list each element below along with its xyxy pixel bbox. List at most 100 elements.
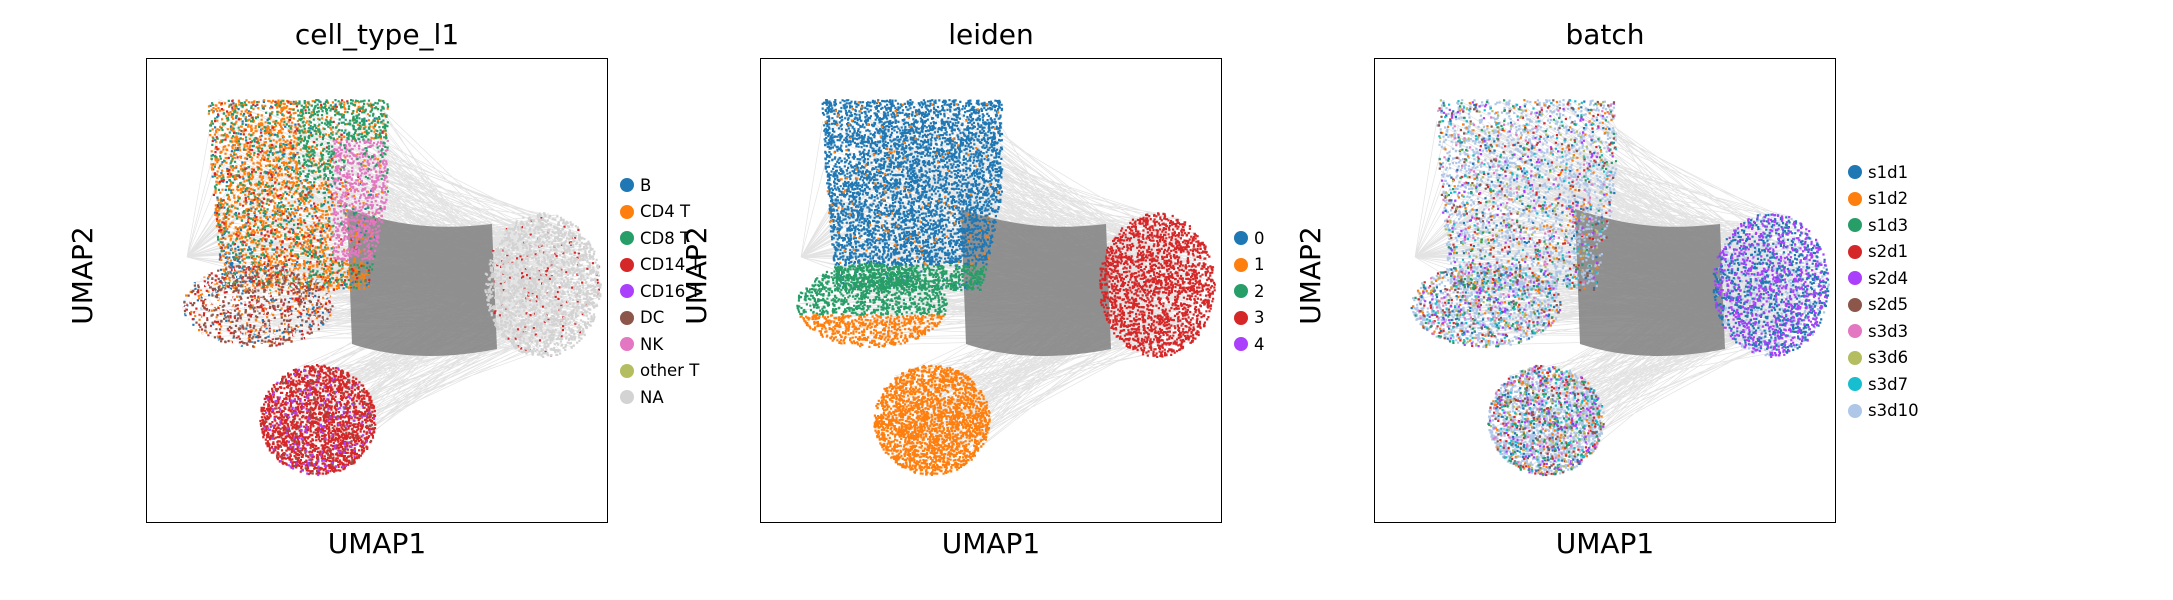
cell-points	[484, 212, 602, 358]
cell-points	[1411, 99, 1830, 476]
legend-label: s1d3	[1868, 215, 1909, 235]
plot-area	[760, 58, 1222, 523]
legend-swatch	[1848, 165, 1862, 180]
legend-item: NA	[620, 384, 701, 411]
legend-swatch	[1234, 337, 1248, 352]
legend-label: NK	[640, 334, 664, 354]
legend-label: s1d2	[1868, 189, 1909, 209]
legend-label: s1d1	[1868, 162, 1909, 182]
graph-edges	[186, 99, 598, 469]
legend-item: s1d1	[1848, 159, 1919, 186]
legend-item: s1d3	[1848, 212, 1919, 239]
legend-label: s3d7	[1868, 374, 1909, 394]
legend-swatch	[1848, 324, 1862, 339]
legend-item: 3	[1234, 305, 1265, 332]
cell-points	[821, 99, 1004, 291]
legend-item: B	[620, 172, 701, 199]
legend-item: CD8 T	[620, 225, 701, 252]
legend-swatch	[620, 363, 634, 378]
legend-swatch	[620, 231, 634, 246]
legend-label: s2d4	[1868, 268, 1909, 288]
x-axis-label: UMAP1	[941, 527, 1041, 560]
cell-points	[1419, 99, 1617, 477]
legend-item: CD14 T	[620, 252, 701, 279]
legend-swatch	[1848, 271, 1862, 286]
legend-item: 0	[1234, 225, 1265, 252]
legend-label: CD8 T	[640, 228, 691, 248]
cell-points	[183, 99, 389, 349]
legend-swatch	[1234, 257, 1248, 272]
legend-swatch	[620, 257, 634, 272]
legend-label: 3	[1254, 308, 1265, 328]
panel-title: cell_type_l1	[294, 18, 460, 51]
legend-label: 0	[1254, 228, 1265, 248]
legend-label: 4	[1254, 334, 1265, 354]
legend-swatch	[1234, 231, 1248, 246]
legend-swatch	[1848, 297, 1862, 312]
cell-points	[332, 139, 389, 261]
legend: B CD4 T CD8 T CD14 T CD16 T DC NK other T NA	[620, 172, 701, 411]
legend-item: s1d2	[1848, 186, 1919, 213]
legend-swatch	[620, 178, 634, 193]
legend-item: 2	[1234, 278, 1265, 305]
legend-label: CD4 T	[640, 202, 691, 222]
legend-item: CD16 T	[620, 278, 701, 305]
legend-label: s3d3	[1868, 321, 1909, 341]
cell-points	[1099, 212, 1216, 358]
umap-scatter	[796, 98, 1216, 477]
legend-item: s3d7	[1848, 371, 1919, 398]
cell-points	[799, 100, 1000, 477]
graph-edges	[1414, 98, 1828, 472]
legend-swatch	[1848, 218, 1862, 233]
legend-swatch	[1848, 403, 1862, 418]
legend-item: 1	[1234, 252, 1265, 279]
cell-points	[183, 99, 384, 347]
cell-points	[208, 99, 390, 291]
legend: s1d1 s1d2 s1d3 s2d1 s2d4 s2d5 s3d3 s3d6 s3d7 s3d1…	[1848, 159, 1919, 424]
legend-item: s2d1	[1848, 239, 1919, 266]
legend-label: s2d1	[1868, 242, 1909, 262]
umap-scatter	[1410, 98, 1830, 477]
legend-swatch	[1848, 244, 1862, 259]
legend-item: s3d3	[1848, 318, 1919, 345]
legend-label: DC	[640, 308, 665, 328]
legend-item: CD4 T	[620, 199, 701, 226]
y-axis-label: UMAP2	[1293, 225, 1327, 325]
panel-cell-type: cell_type_l1 UMAP2 UMAP1 B CD4 T CD8 T CD14…	[0, 0, 724, 600]
legend-swatch	[620, 310, 634, 325]
cell-points	[1418, 104, 1616, 476]
legend-swatch	[620, 390, 634, 405]
legend-item: s3d10	[1848, 398, 1919, 425]
legend-item: 4	[1234, 331, 1265, 358]
legend-label: other T	[640, 361, 700, 381]
legend-swatch	[620, 284, 634, 299]
legend-label: B	[640, 175, 652, 195]
legend-swatch	[1848, 191, 1862, 206]
plot-area	[1374, 58, 1836, 523]
legend-swatch	[1234, 284, 1248, 299]
x-axis-label: UMAP1	[1555, 527, 1655, 560]
legend-label: CD14 T	[640, 255, 701, 275]
legend-item: s3d6	[1848, 345, 1919, 372]
legend-label: s3d6	[1868, 348, 1909, 368]
panel-title: batch	[1565, 18, 1645, 51]
legend-swatch	[1848, 350, 1862, 365]
legend-label: s2d5	[1868, 295, 1909, 315]
plot-area	[146, 58, 608, 523]
legend-item: NK	[620, 331, 701, 358]
legend-swatch	[1848, 377, 1862, 392]
graph-edges	[799, 98, 1214, 468]
legend-label: CD16 T	[640, 281, 701, 301]
legend-label: NA	[640, 387, 664, 407]
legend: 0 1 2 3 4	[1234, 225, 1265, 358]
legend-item: s2d4	[1848, 265, 1919, 292]
legend-swatch	[1234, 310, 1248, 325]
panel-title: leiden	[948, 18, 1034, 51]
legend-label: 1	[1254, 255, 1265, 275]
legend-swatch	[620, 337, 634, 352]
legend-label: 2	[1254, 281, 1265, 301]
x-axis-label: UMAP1	[327, 527, 427, 560]
cell-points	[796, 262, 988, 317]
